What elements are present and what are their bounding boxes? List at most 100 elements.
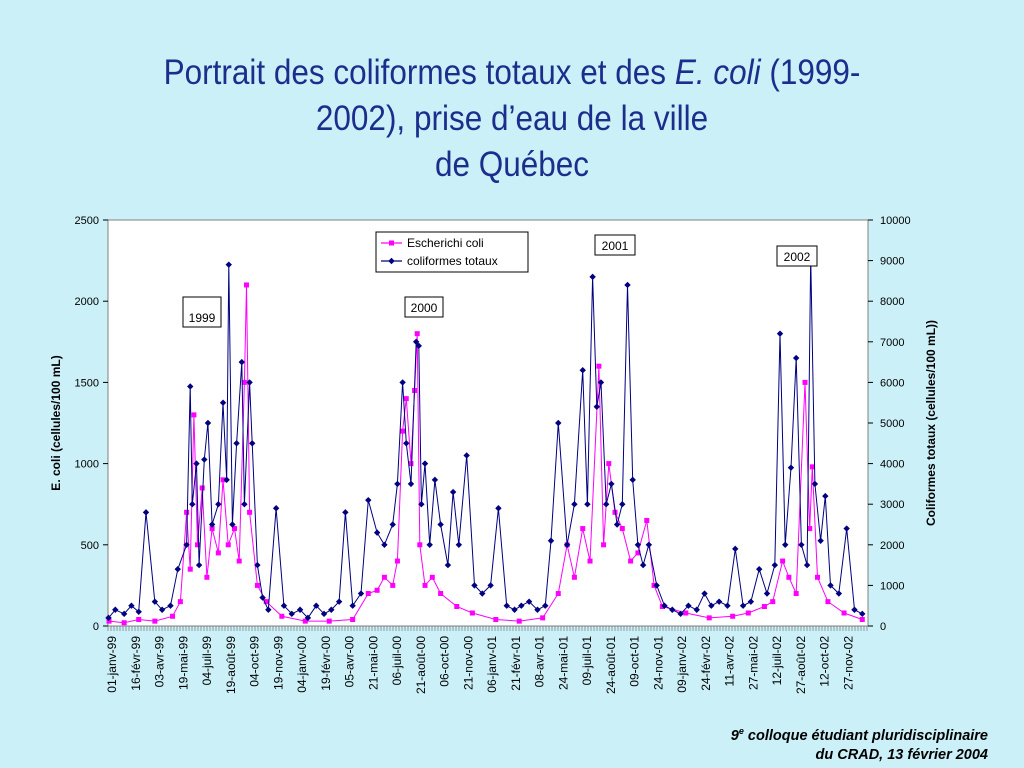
coliformes-point <box>503 602 510 609</box>
year-annotation-label: 1999 <box>189 311 216 325</box>
coliformes-point <box>259 594 266 601</box>
coliformes-point <box>629 476 636 484</box>
ecoli-point <box>394 558 400 564</box>
coliformes-point <box>835 590 843 597</box>
year-annotation-label: 2001 <box>602 239 629 253</box>
year-annotation-box <box>594 234 636 256</box>
x-axis-tick-label: 03-avr-99 <box>153 636 167 688</box>
ecoli-point <box>780 558 786 564</box>
ecoli-point <box>374 587 380 593</box>
ecoli-point <box>136 617 142 623</box>
ecoli-point <box>390 582 396 588</box>
coliformes-point <box>193 460 200 467</box>
coliformes-point <box>511 606 518 613</box>
coliformes-point <box>399 379 406 386</box>
coliformes-point <box>248 440 256 447</box>
ecoli-point <box>859 617 865 623</box>
coliformes-point <box>597 379 605 386</box>
coliformes-point <box>174 565 181 573</box>
x-axis-tick-label: 04-juil-99 <box>200 636 214 686</box>
right-axis-tick-label: 3000 <box>880 499 904 511</box>
x-axis-tick-label: 21-nov-00 <box>461 636 475 690</box>
ecoli-point <box>429 574 435 580</box>
x-axis-tick-label: 01-janv-99 <box>105 636 119 693</box>
ecoli-point <box>220 477 226 483</box>
coliformes-point <box>455 541 463 548</box>
coliformes-point <box>645 541 653 548</box>
footer-line-1: 9e colloque étudiant pluridisciplinaire <box>731 722 988 746</box>
ecoli-point <box>825 599 831 605</box>
ecoli-point <box>326 618 332 624</box>
coliformes-point <box>634 541 642 548</box>
title-italic-ecoli: E. coli <box>674 53 761 92</box>
x-axis-tick-label: 12-oct-02 <box>818 636 832 687</box>
right-axis-tick-label: 2000 <box>880 540 904 552</box>
coliformes-point <box>747 598 755 605</box>
coliformes-point <box>542 602 549 609</box>
coliformes-point <box>534 606 541 613</box>
coliformes-point <box>403 440 410 447</box>
coliformes-point <box>437 521 444 528</box>
ecoli-point <box>793 591 799 597</box>
ecoli-point <box>807 526 813 532</box>
coliformes-point <box>798 541 805 548</box>
left-axis-tick-label: 1000 <box>75 459 99 471</box>
ecoli-point <box>254 582 260 588</box>
footer: 9e colloque étudiant pluridisciplinaire … <box>731 722 988 765</box>
ecoli-point <box>516 618 522 624</box>
coliformes-point <box>463 452 470 459</box>
ecoli-point <box>414 331 420 337</box>
coliformes-point <box>776 330 784 337</box>
coliformes-point <box>518 602 525 609</box>
ecoli-point <box>438 591 444 597</box>
coliformes-point <box>187 383 194 390</box>
legend-swatch-marker <box>389 240 394 246</box>
coliformes-point <box>342 509 349 516</box>
coliformes-point <box>613 521 621 528</box>
ecoli-point <box>571 574 577 580</box>
coliformes-point <box>288 610 295 618</box>
coliformes-point <box>715 598 723 605</box>
coliformes-point <box>811 480 819 488</box>
coliformes-point <box>215 501 222 508</box>
ecoli-point <box>815 574 821 580</box>
ecoli-point <box>841 610 847 616</box>
x-axis-tick-label: 06-juil-00 <box>390 636 404 686</box>
x-axis-tick-label: 09-oct-01 <box>628 636 642 687</box>
coliformes-point <box>555 419 562 427</box>
coliformes-point <box>349 602 356 609</box>
coliformes-point <box>803 561 811 569</box>
coliformes-point <box>563 541 571 548</box>
coliformes-point <box>602 501 610 508</box>
ecoli-point <box>493 617 499 623</box>
coliformes-point <box>151 598 159 605</box>
ecoli-point <box>279 613 285 619</box>
ecoli-point <box>786 574 792 580</box>
ecoli-point <box>184 509 190 515</box>
coliformes-point <box>661 602 668 609</box>
coliformes-point <box>732 545 739 553</box>
ecoli-point <box>195 542 201 548</box>
coliformes-point <box>189 501 196 508</box>
left-axis-tick-label: 0 <box>93 621 99 633</box>
legend-label: coliformes totaux <box>407 254 498 268</box>
coliformes-point <box>304 614 312 622</box>
ecoli-point <box>580 526 586 532</box>
coliformes-point <box>426 541 433 548</box>
legend-box <box>375 231 529 273</box>
title-line-2: 2002), prise d’eau de la ville <box>315 99 709 138</box>
x-axis-tick-label: 06-janv-01 <box>485 636 499 693</box>
legend-label: Escherichi coli <box>407 236 484 250</box>
x-axis-tick-label: 16-févr-99 <box>129 636 143 691</box>
footer-ordinal: 9 <box>730 727 739 744</box>
slide-title: Portrait des coliformes totaux et des E.… <box>87 50 937 188</box>
coliformes-point <box>479 590 486 597</box>
coliformes-point <box>265 606 272 613</box>
x-axis-tick-label: 09-janv-02 <box>675 636 689 693</box>
coliformes-point <box>272 505 280 512</box>
ecoli-point <box>243 282 249 288</box>
ecoli-point <box>422 582 428 588</box>
left-axis-tick-label: 2500 <box>75 215 99 227</box>
ecoli-point <box>302 618 308 624</box>
